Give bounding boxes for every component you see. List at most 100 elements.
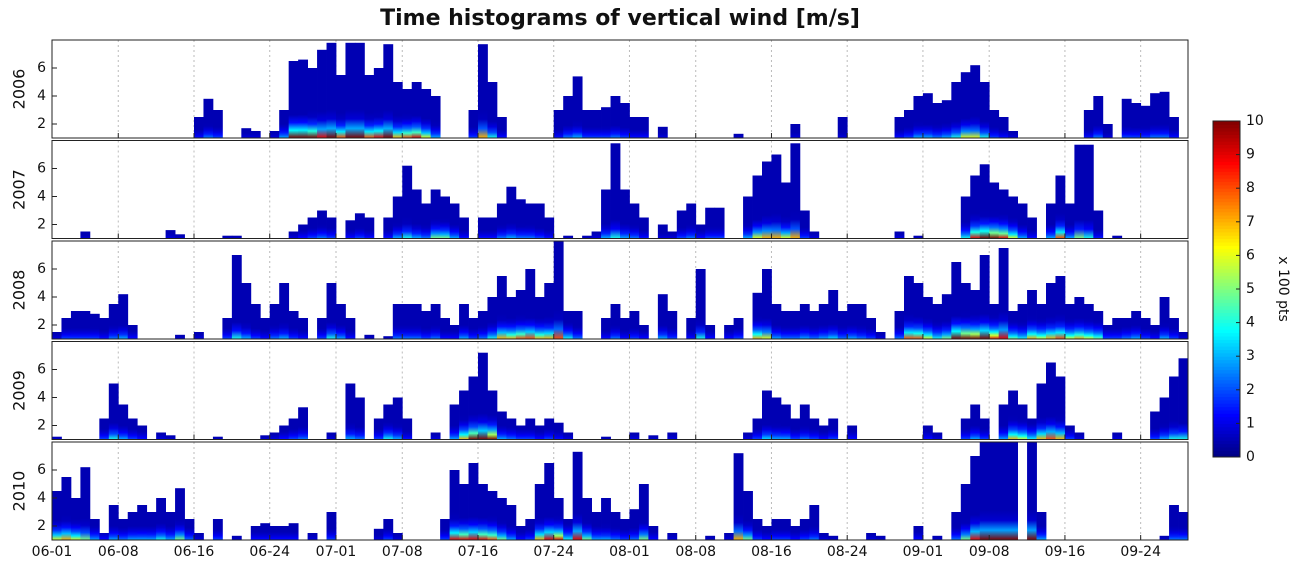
histogram-column bbox=[970, 175, 981, 239]
histogram-column bbox=[951, 512, 962, 540]
histogram-column bbox=[487, 217, 498, 239]
histogram-column bbox=[260, 435, 271, 440]
histogram-column bbox=[80, 311, 91, 339]
histogram-column bbox=[724, 325, 734, 339]
histogram-column bbox=[989, 110, 1000, 138]
y-tick-label: 6 bbox=[37, 462, 46, 478]
histogram-column bbox=[373, 418, 384, 440]
histogram-column bbox=[856, 304, 867, 339]
histogram-column bbox=[705, 207, 716, 239]
histogram-column bbox=[960, 196, 971, 239]
histogram-column bbox=[667, 432, 678, 440]
histogram-column bbox=[894, 117, 905, 138]
histogram-column bbox=[99, 318, 110, 339]
histogram-column bbox=[118, 404, 129, 440]
histogram-column bbox=[1064, 304, 1075, 339]
histogram-column bbox=[960, 283, 971, 339]
histogram-column bbox=[1102, 124, 1113, 138]
colorbar-tick-label: 3 bbox=[1246, 348, 1255, 364]
histogram-column bbox=[960, 418, 971, 440]
histogram-column bbox=[1178, 358, 1189, 440]
histogram-column bbox=[563, 96, 574, 138]
histogram-column bbox=[184, 519, 195, 540]
colorbar-tick-label: 2 bbox=[1246, 382, 1255, 398]
histogram-column bbox=[904, 276, 914, 339]
histogram-column bbox=[544, 217, 555, 239]
histogram-column bbox=[932, 535, 943, 540]
histogram-column bbox=[326, 283, 337, 339]
y-tick-label: 4 bbox=[37, 390, 46, 406]
histogram-column bbox=[534, 297, 545, 339]
histogram-column bbox=[572, 311, 583, 339]
histogram-column bbox=[544, 418, 555, 440]
histogram-column bbox=[1074, 432, 1085, 440]
histogram-column bbox=[298, 318, 308, 339]
histogram-column bbox=[373, 68, 384, 138]
histogram-column bbox=[799, 210, 810, 239]
histogram-column bbox=[591, 231, 602, 239]
histogram-column bbox=[809, 418, 820, 440]
histogram-column bbox=[762, 161, 772, 239]
histogram-column bbox=[402, 418, 413, 440]
y-tick-label: 2 bbox=[37, 217, 46, 233]
histogram-column bbox=[127, 512, 138, 540]
histogram-column bbox=[1112, 318, 1123, 339]
histogram-column bbox=[203, 98, 214, 138]
histogram-column bbox=[137, 505, 148, 540]
histogram-column bbox=[648, 526, 659, 540]
histogram-column bbox=[345, 220, 356, 239]
histogram-column bbox=[326, 432, 337, 440]
histogram-column bbox=[1178, 332, 1189, 339]
histogram-column bbox=[799, 519, 810, 540]
histogram-column bbox=[970, 290, 981, 339]
histogram-column bbox=[752, 292, 763, 339]
histogram-column bbox=[601, 189, 611, 239]
histogram-column bbox=[383, 404, 394, 440]
histogram-column bbox=[1121, 318, 1132, 339]
histogram-column bbox=[156, 498, 166, 540]
histogram-column bbox=[780, 182, 791, 239]
histogram-column bbox=[837, 311, 848, 339]
histogram-column bbox=[553, 110, 564, 138]
x-tick-label: 06-16 bbox=[174, 544, 215, 560]
histogram-column bbox=[1140, 318, 1151, 339]
histogram-column bbox=[875, 332, 886, 339]
year-label: 2010 bbox=[10, 471, 29, 512]
histogram-column bbox=[1150, 93, 1160, 138]
histogram-column bbox=[582, 235, 592, 239]
histogram-column bbox=[430, 432, 441, 440]
colorbar-label: x 100 pts bbox=[1275, 256, 1291, 322]
histogram-column bbox=[449, 470, 460, 540]
histogram-column bbox=[478, 484, 488, 540]
histogram-column bbox=[99, 418, 110, 440]
x-tick-label: 09-01 bbox=[903, 544, 944, 560]
histogram-column bbox=[970, 65, 981, 138]
histogram-column bbox=[828, 418, 839, 440]
chart-title: Time histograms of vertical wind [m/s] bbox=[380, 6, 860, 31]
histogram-column bbox=[1064, 425, 1075, 440]
histogram-column bbox=[89, 519, 100, 540]
histogram-column bbox=[468, 463, 479, 540]
histogram-column bbox=[941, 294, 952, 339]
histogram-column bbox=[1169, 318, 1179, 339]
histogram-column bbox=[582, 110, 592, 138]
histogram-column bbox=[222, 235, 233, 239]
histogram-column bbox=[459, 390, 469, 440]
histogram-column bbox=[525, 269, 536, 339]
histogram-column bbox=[307, 68, 318, 138]
histogram-column bbox=[998, 117, 1009, 138]
colorbar-tick-label: 10 bbox=[1246, 113, 1264, 129]
histogram-column bbox=[383, 217, 394, 239]
histogram-column bbox=[582, 498, 592, 540]
histogram-column bbox=[127, 418, 138, 440]
histogram-column bbox=[392, 304, 403, 339]
panel-frame bbox=[51, 240, 1189, 340]
histogram-column bbox=[960, 484, 971, 540]
histogram-column bbox=[61, 477, 72, 540]
x-tick-label: 09-24 bbox=[1120, 544, 1161, 560]
histogram-column bbox=[686, 318, 697, 339]
histogram-column bbox=[402, 165, 413, 239]
year-label: 2006 bbox=[10, 69, 29, 110]
histogram-column bbox=[478, 352, 488, 440]
histogram-column bbox=[269, 526, 280, 540]
